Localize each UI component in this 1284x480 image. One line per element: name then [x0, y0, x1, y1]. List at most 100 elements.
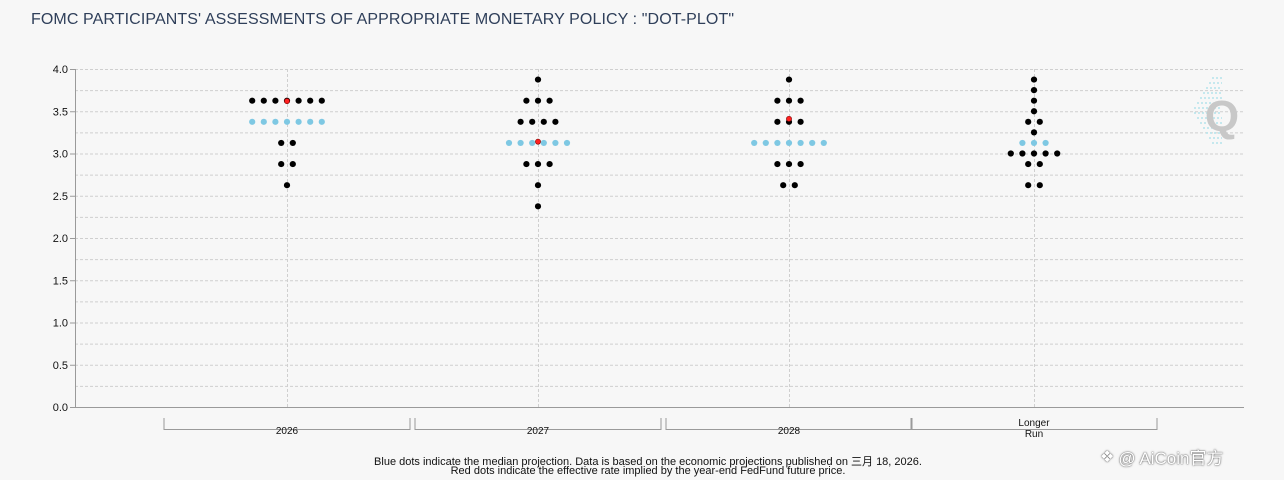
median-dot: [318, 118, 325, 125]
participant-dot: [534, 203, 542, 210]
median-dot: [1019, 139, 1026, 147]
footnote-implied: Red dots indicate the effective rate imp…: [450, 465, 846, 477]
x-tick-label: 2028: [778, 426, 801, 437]
watermark: ❖ @ AiCoin官方: [1100, 444, 1223, 469]
median-dot: [751, 139, 758, 147]
participant-dot: [774, 160, 781, 168]
median-dot: [517, 139, 524, 147]
participant-dot: [1007, 150, 1014, 157]
median-dot: [797, 139, 804, 147]
participant-dot: [785, 160, 793, 168]
x-tick-label: Longer Run: [1018, 418, 1050, 440]
participant-dot: [278, 160, 285, 168]
logo-letter: Q: [1205, 92, 1239, 141]
category-bracket: [163, 418, 411, 430]
brand-logo-icon: Q: [1194, 77, 1239, 144]
participant-dot: [1030, 87, 1038, 94]
implied-rate-dot: [786, 115, 792, 122]
footnote-median: Blue dots indicate the median projection…: [374, 456, 922, 468]
participant-dot: [546, 97, 553, 104]
participant-dot: [1025, 118, 1032, 125]
participant-dot: [534, 97, 542, 104]
participant-dot: [797, 118, 804, 125]
watermark-text: @ AiCoin官方: [1118, 449, 1224, 468]
participant-dot: [1036, 182, 1043, 189]
participant-dot: [318, 97, 325, 104]
category-bracket: [910, 418, 1158, 430]
participant-dot: [289, 160, 296, 168]
median-dot: [505, 139, 513, 147]
participant-dot: [552, 118, 559, 125]
participant-dot: [283, 182, 291, 189]
median-dot: [762, 139, 769, 147]
participant-dot: [523, 160, 530, 168]
participant-dot: [260, 97, 267, 104]
participant-dot: [295, 97, 302, 104]
participant-dot: [517, 118, 524, 125]
x-tick-label: 2027: [527, 426, 550, 437]
median-dot: [283, 118, 291, 125]
participant-dot: [797, 97, 804, 104]
participant-dot: [523, 97, 530, 104]
median-dot: [272, 118, 279, 125]
median-dot: [809, 139, 816, 147]
median-dot: [260, 118, 267, 125]
participant-dot: [1054, 150, 1061, 157]
implied-rate-dot: [284, 98, 290, 105]
participant-dot: [1030, 76, 1038, 83]
participant-dot: [534, 160, 542, 168]
y-tick-label: 0.5: [53, 360, 68, 372]
participant-dot: [307, 97, 314, 104]
participant-dot: [1030, 108, 1038, 115]
participant-dot: [540, 118, 547, 125]
median-dot: [540, 139, 547, 147]
participant-dot: [791, 182, 798, 189]
y-tick-label: 2.5: [53, 191, 68, 203]
y-tick-label: 2.0: [53, 233, 68, 245]
participant-dot: [546, 160, 553, 168]
participant-dot: [1036, 118, 1043, 125]
median-dot: [820, 139, 827, 147]
participant-dot: [785, 97, 793, 104]
y-tick-label: 1.5: [53, 275, 68, 287]
x-tick-label: 2026: [276, 426, 299, 437]
participant-dot: [1030, 97, 1038, 104]
participant-dot: [1019, 150, 1026, 157]
y-tick-label: 4.0: [53, 64, 68, 76]
median-dot: [249, 118, 256, 125]
participant-dot: [289, 139, 296, 147]
participant-dot: [785, 76, 793, 83]
median-dot: [1030, 139, 1038, 147]
watermark-logo-icon: ❖: [1100, 448, 1115, 466]
participant-dot: [249, 97, 256, 104]
median-dot: [552, 139, 559, 147]
participant-dot: [1030, 150, 1038, 157]
participant-dot: [780, 182, 787, 189]
category-bracket: [414, 418, 662, 430]
participant-dot: [1025, 182, 1032, 189]
participant-dot: [272, 97, 279, 104]
median-dot: [529, 139, 536, 147]
participant-dot: [1042, 150, 1049, 157]
median-dot: [1042, 139, 1049, 147]
median-dot: [774, 139, 781, 147]
participant-dot: [774, 97, 781, 104]
y-tick-label: 1.0: [53, 318, 68, 330]
participant-dot: [534, 182, 542, 189]
median-dot: [785, 139, 793, 147]
median-dot: [563, 139, 571, 147]
participant-dot: [1030, 129, 1038, 136]
chart-title: FOMC PARTICIPANTS' ASSESSMENTS OF APPROP…: [31, 11, 735, 28]
participant-dot: [529, 118, 536, 125]
y-tick-label: 3.5: [53, 106, 68, 118]
y-tick-label: 3.0: [53, 149, 68, 161]
participant-dot: [278, 139, 285, 147]
category-bracket: [665, 418, 913, 430]
participant-dot: [1025, 160, 1032, 168]
median-dot: [307, 118, 314, 125]
participant-dot: [797, 160, 804, 168]
median-dot: [295, 118, 302, 125]
participant-dot: [1036, 160, 1043, 168]
participant-dot: [774, 118, 781, 125]
